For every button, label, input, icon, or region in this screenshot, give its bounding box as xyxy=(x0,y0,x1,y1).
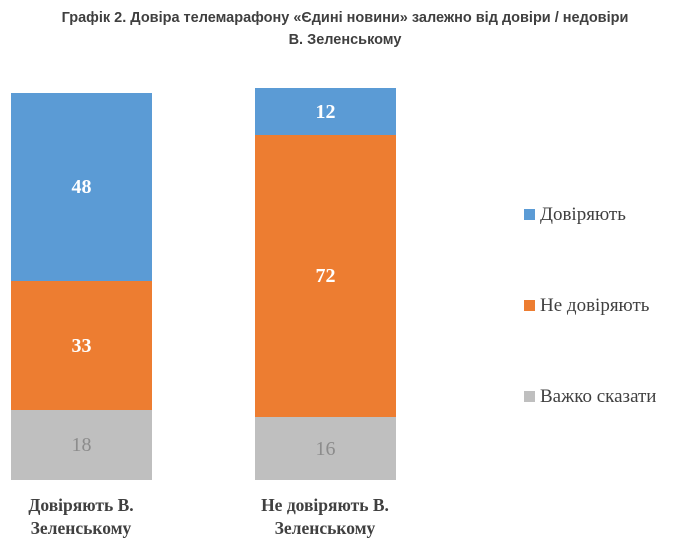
bar-segment: 48 xyxy=(11,93,152,281)
legend-item-trust: Довіряють xyxy=(524,205,626,224)
value-label: 48 xyxy=(71,176,92,198)
legend-swatch-distrust-icon xyxy=(524,300,535,311)
category-label-0: Довіряють В. Зеленському xyxy=(28,495,134,538)
bar-segment: 33 xyxy=(11,281,152,410)
legend-item-distrust: Не довіряють xyxy=(524,296,649,315)
legend-swatch-hard-to-say-icon xyxy=(524,391,535,402)
legend-swatch-trust-icon xyxy=(524,209,535,220)
value-label: 16 xyxy=(315,437,336,460)
chart-title-line1: Графік 2. Довіра телемарафону «Єдині нов… xyxy=(61,10,629,26)
legend-item-hard-to-say: Важко сказати xyxy=(524,387,656,406)
legend-label-trust: Довіряють xyxy=(540,204,626,225)
category-label-1: Не довіряють В. Зеленському xyxy=(261,495,389,538)
bar-segment: 12 xyxy=(255,88,396,135)
value-label: 12 xyxy=(315,100,336,123)
chart-title: Графік 2. Довіра телемарафону «Єдині нов… xyxy=(20,7,670,51)
bar-segment: 18 xyxy=(11,410,152,480)
value-label: 18 xyxy=(71,434,92,456)
value-label: 72 xyxy=(315,265,336,287)
bar-segment: 72 xyxy=(255,135,396,417)
bar-0: 48 33 18 xyxy=(11,93,152,480)
bar-segment: 16 xyxy=(255,417,396,480)
legend-label-hard-to-say: Важко сказати xyxy=(540,386,657,407)
chart-title-line2: В. Зеленському xyxy=(288,32,402,48)
bar-1: 12 72 16 xyxy=(255,88,396,480)
legend-label-distrust: Не довіряють xyxy=(540,295,650,316)
value-label: 33 xyxy=(71,334,92,357)
